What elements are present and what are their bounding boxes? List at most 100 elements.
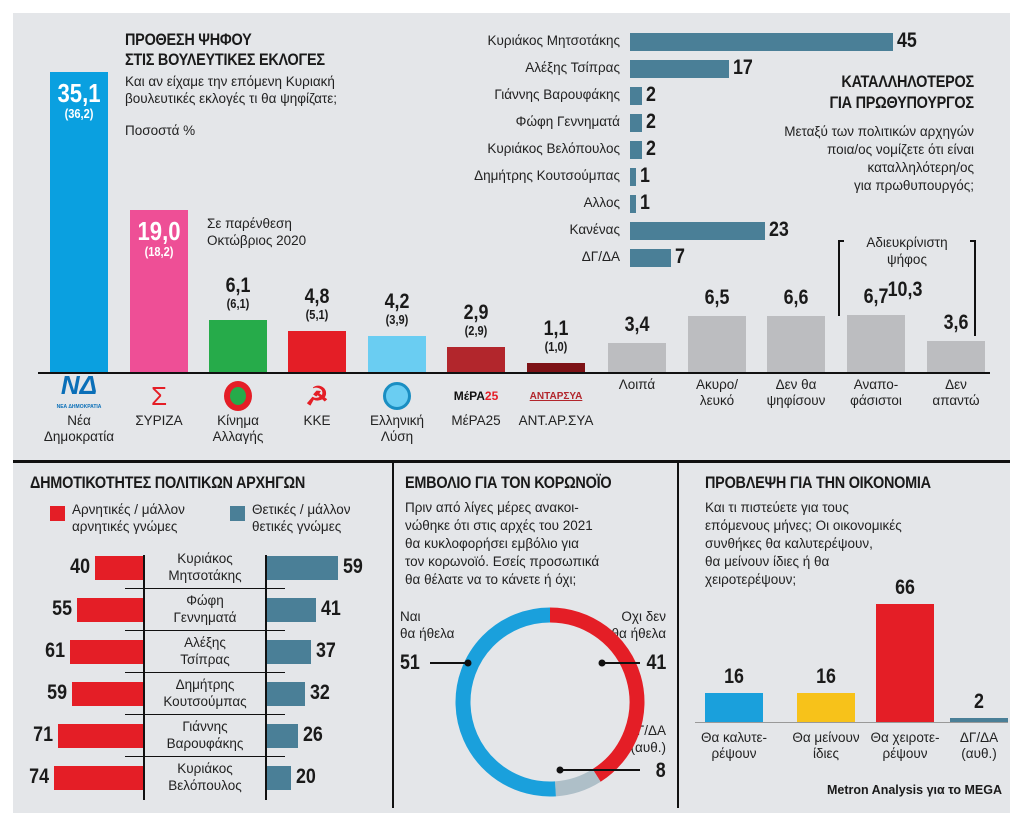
- dk-value: 8: [656, 759, 666, 782]
- economy-question-line: θα μείνουν ίδιες ή θα: [705, 554, 830, 569]
- positive-bar: [267, 598, 317, 622]
- pm-bar: [630, 222, 765, 240]
- legend-negative-line1: Αρνητικές / μάλλον: [72, 502, 185, 517]
- pm-value-label: 1: [639, 191, 650, 214]
- vote-category-label: ψηφίσουν: [766, 393, 826, 408]
- leader-name-label: Βελόπουλος: [168, 778, 242, 793]
- vaccine-question-line: νώθηκε ότι στις αρχές του 2021: [405, 518, 593, 533]
- positive-bar: [267, 766, 291, 790]
- vote-category-label: Λύση: [380, 429, 414, 444]
- no-label: θα ήθελα: [611, 626, 666, 641]
- vote-category-label: Κίνημα: [217, 413, 259, 428]
- negative-value-label: 71: [32, 723, 53, 746]
- source-credit: Metron Analysis για το MEGA: [827, 783, 1002, 797]
- positive-bar: [267, 724, 299, 748]
- popularity-title: ΔΗΜΟΤΙΚΟΤΗΤΕΣ ΠΟΛΙΤΙΚΩΝ ΑΡΧΗΓΩΝ: [30, 473, 306, 492]
- vote-previous-label: (36,2): [64, 105, 94, 121]
- vote-previous-label: (2,9): [464, 323, 488, 339]
- positive-value-label: 41: [321, 597, 342, 620]
- vaccine-question-line: τον κορωνοϊό. Εσείς προσωπικά: [405, 554, 600, 569]
- pm-bar: [630, 33, 894, 51]
- negative-bar: [77, 598, 143, 622]
- economy-value-label: 66: [895, 575, 915, 599]
- positive-bar: [267, 640, 312, 664]
- vote-value-label: 4,8: [304, 284, 330, 308]
- pm-category-label: Κυριάκος Μητσοτάκης: [487, 33, 620, 48]
- vote-category-label: λευκό: [699, 393, 735, 408]
- economy-bar: [876, 603, 934, 722]
- vote-category-label: ΣΥΡΙΖΑ: [135, 413, 183, 428]
- pm-bar: [630, 195, 636, 213]
- leader-name-label: Κυριάκος: [177, 761, 233, 776]
- vote-bar: [927, 341, 985, 372]
- negative-bar: [72, 682, 143, 706]
- leader-name-label: Αλέξης: [184, 635, 226, 650]
- vote-bar: [288, 330, 346, 372]
- legend-swatch-positive: [230, 506, 245, 521]
- vote-unit: Ποσοστά %: [125, 123, 196, 138]
- pm-title-line1: ΚΑΤΑΛΛΗΛΟΤΕΡΟΣ: [841, 72, 974, 91]
- economy-value-label: 2: [974, 690, 984, 714]
- vote-previous-label: (1,0): [544, 338, 568, 354]
- undecided-total: 10,3: [887, 278, 923, 301]
- vote-category-label: ΚΚΕ: [303, 413, 331, 428]
- vote-category-label: Δημοκρατία: [43, 429, 115, 444]
- vote-value-label: 6,7: [863, 284, 889, 308]
- legend-swatch-negative: [50, 506, 65, 521]
- leader-name-label: Δημήτρης: [175, 677, 235, 692]
- positive-value-label: 20: [296, 765, 316, 788]
- vote-category-label: Ακυρο/: [695, 377, 739, 392]
- vote-value-label: 6,5: [704, 286, 730, 310]
- vote-category-label: Λοιπά: [618, 377, 656, 392]
- pm-value-label: 2: [645, 137, 656, 160]
- vote-category-label: Αναπο-: [853, 377, 899, 392]
- pm-bar: [630, 249, 671, 267]
- pm-bar: [630, 168, 636, 186]
- pm-bar: [630, 114, 642, 132]
- economy-value-label: 16: [724, 665, 744, 689]
- vote-category-label: Δεν θα: [775, 377, 817, 392]
- vaccine-question: Πριν από λίγες μέρες ανακοι- νώθηκε ότι …: [405, 499, 599, 589]
- negative-value-label: 59: [47, 681, 68, 704]
- vote-bar: [688, 316, 746, 372]
- column-divider-1: [392, 463, 394, 808]
- economy-category-label: Θα χειροτε-: [870, 730, 940, 745]
- vote-category-label: φάσιστοι: [850, 393, 902, 408]
- pm-value-label: 2: [645, 110, 656, 133]
- pm-bar: [630, 141, 642, 159]
- yes-value: 51: [400, 651, 420, 674]
- vote-bar: [608, 342, 666, 372]
- yes-label: θα ήθελα: [400, 626, 455, 641]
- negative-value-label: 74: [29, 765, 50, 788]
- vote-category-label: απαντώ: [932, 393, 980, 408]
- economy-bar: [950, 718, 1008, 722]
- vote-previous-label: (5,1): [305, 306, 329, 322]
- vote-question-line2: βουλευτικές εκλογές τι θα ψηφίζατε;: [125, 91, 337, 106]
- no-label: Οχι δεν: [621, 609, 666, 624]
- vaccine-question-line: θα κυκλοφορήσει εμβόλιο για: [405, 536, 579, 551]
- economy-category-label: ίδιες: [812, 746, 840, 761]
- vote-previous-label: (6,1): [226, 295, 250, 311]
- vote-value-label: 2,9: [463, 301, 489, 325]
- negative-value-label: 55: [52, 597, 72, 620]
- mera25-logo-icon: ΜέΡΑ25: [453, 389, 499, 403]
- vote-title-line2: ΣΤΙΣ ΒΟΥΛΕΥΤΙΚΕΣ ΕΚΛΟΓΕΣ: [125, 50, 325, 69]
- vote-value-label: 35,1: [57, 77, 101, 108]
- vote-value-label: 6,1: [225, 273, 251, 297]
- vote-category-label: Ελληνική: [369, 413, 425, 428]
- undecided-bracket-left: [838, 240, 840, 316]
- leader-name-label: Γιάννης: [182, 719, 228, 734]
- undecided-bracket-right: [974, 240, 976, 336]
- vote-value-label: 3,4: [624, 312, 650, 336]
- vote-category-label: Δεν: [945, 377, 967, 392]
- vote-bar: [447, 347, 505, 372]
- popularity-axis-left: [143, 555, 145, 800]
- vote-previous-label: (18,2): [144, 243, 174, 259]
- vote-value-label: 3,6: [943, 311, 969, 335]
- pm-value-label: 1: [639, 164, 650, 187]
- pm-value-label: 45: [897, 29, 918, 52]
- pm-question-line2: ποια/ος νομίζετε ότι είναι: [826, 142, 974, 157]
- positive-value-label: 37: [316, 639, 337, 662]
- row-separator: [125, 630, 285, 631]
- economy-question-line: επόμενους μήνες; Οι οικονομικές: [705, 518, 902, 533]
